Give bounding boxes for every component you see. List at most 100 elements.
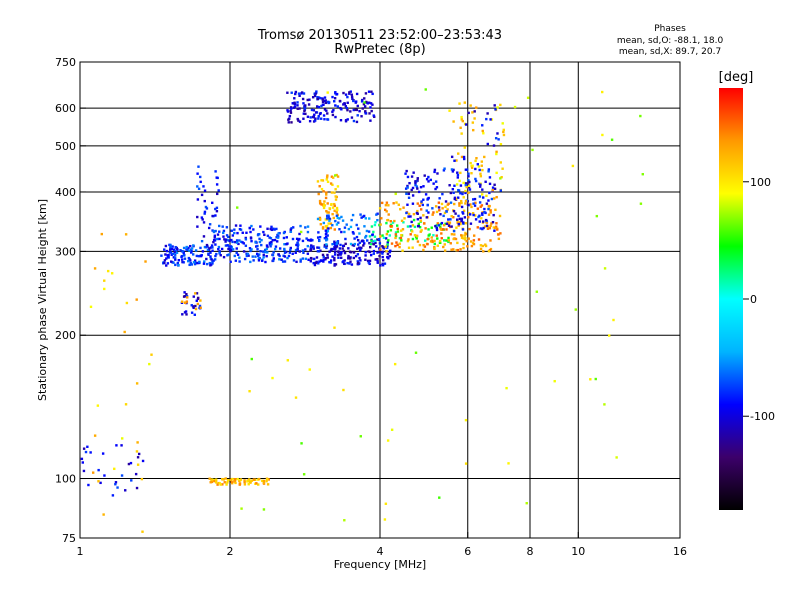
data-point	[199, 254, 203, 258]
data-point	[488, 226, 492, 230]
data-point	[438, 239, 442, 243]
data-point	[328, 260, 331, 264]
data-point	[265, 254, 268, 258]
data-point	[354, 108, 357, 112]
data-point	[308, 98, 311, 101]
data-point	[495, 195, 498, 199]
data-point	[177, 263, 180, 267]
data-point	[258, 477, 261, 481]
data-point	[199, 180, 202, 184]
data-point	[389, 223, 393, 227]
data-point	[285, 242, 288, 246]
data-point	[295, 260, 298, 264]
data-point	[326, 256, 329, 259]
data-point	[488, 191, 491, 195]
data-point	[456, 221, 459, 224]
data-point	[456, 220, 459, 223]
data-point	[482, 250, 485, 253]
data-point	[364, 234, 368, 238]
data-point	[328, 217, 331, 221]
data-point	[458, 202, 461, 205]
data-point	[334, 104, 337, 107]
data-point	[248, 389, 251, 393]
data-point	[325, 244, 329, 247]
data-point	[411, 230, 414, 233]
data-point	[419, 230, 422, 233]
data-point	[359, 248, 362, 251]
data-point	[325, 243, 328, 246]
data-point	[342, 91, 345, 95]
data-point	[222, 229, 226, 233]
data-point	[396, 230, 400, 233]
data-point	[487, 199, 490, 202]
data-point	[386, 252, 390, 256]
data-point	[417, 190, 421, 194]
data-point	[329, 222, 333, 225]
data-point	[427, 234, 430, 237]
data-point	[352, 256, 356, 260]
data-point	[135, 298, 138, 301]
data-point	[479, 247, 483, 251]
data-point	[246, 480, 249, 483]
data-point	[457, 224, 460, 227]
data-point	[340, 215, 343, 219]
data-point	[136, 463, 140, 466]
data-point	[326, 202, 329, 205]
data-point	[326, 180, 330, 184]
data-point	[339, 119, 343, 122]
data-point	[213, 258, 217, 261]
data-point	[230, 477, 234, 481]
data-point	[322, 204, 325, 207]
data-point	[302, 117, 305, 120]
data-point	[182, 251, 185, 255]
data-point	[455, 159, 458, 162]
data-point	[342, 262, 346, 265]
data-point	[333, 256, 336, 260]
data-point	[379, 235, 382, 238]
data-point	[372, 240, 375, 243]
data-point	[325, 214, 329, 218]
data-point	[446, 221, 450, 224]
data-point	[452, 229, 456, 233]
data-point	[226, 244, 229, 247]
data-point	[194, 292, 197, 295]
data-point	[292, 106, 296, 109]
data-point	[442, 169, 446, 172]
data-point	[639, 114, 642, 118]
data-point	[347, 254, 350, 258]
data-point	[319, 117, 323, 120]
data-point	[400, 234, 403, 237]
data-point	[432, 182, 435, 185]
data-point	[378, 254, 381, 258]
data-point	[462, 155, 466, 159]
data-point	[268, 236, 271, 239]
data-point	[404, 187, 408, 190]
data-point	[268, 243, 272, 246]
data-point	[255, 482, 258, 485]
data-point	[483, 225, 487, 228]
data-point	[331, 183, 334, 187]
data-point	[325, 239, 328, 242]
data-point	[163, 259, 167, 262]
data-point	[346, 118, 349, 121]
data-point	[414, 351, 418, 354]
data-point	[165, 264, 168, 267]
data-point	[302, 92, 306, 95]
data-point	[491, 188, 494, 192]
data-point	[290, 107, 293, 110]
data-point	[362, 244, 365, 247]
data-point	[333, 240, 336, 243]
data-point	[250, 248, 253, 251]
data-point	[331, 242, 334, 246]
data-point	[434, 205, 438, 208]
data-point	[296, 245, 300, 248]
data-point	[411, 237, 415, 241]
data-point	[130, 479, 133, 482]
data-point	[266, 483, 270, 486]
data-point	[423, 222, 426, 225]
data-point	[412, 218, 416, 222]
data-point	[238, 483, 241, 486]
data-point	[217, 247, 220, 251]
data-point	[493, 226, 497, 230]
data-point	[376, 238, 379, 241]
